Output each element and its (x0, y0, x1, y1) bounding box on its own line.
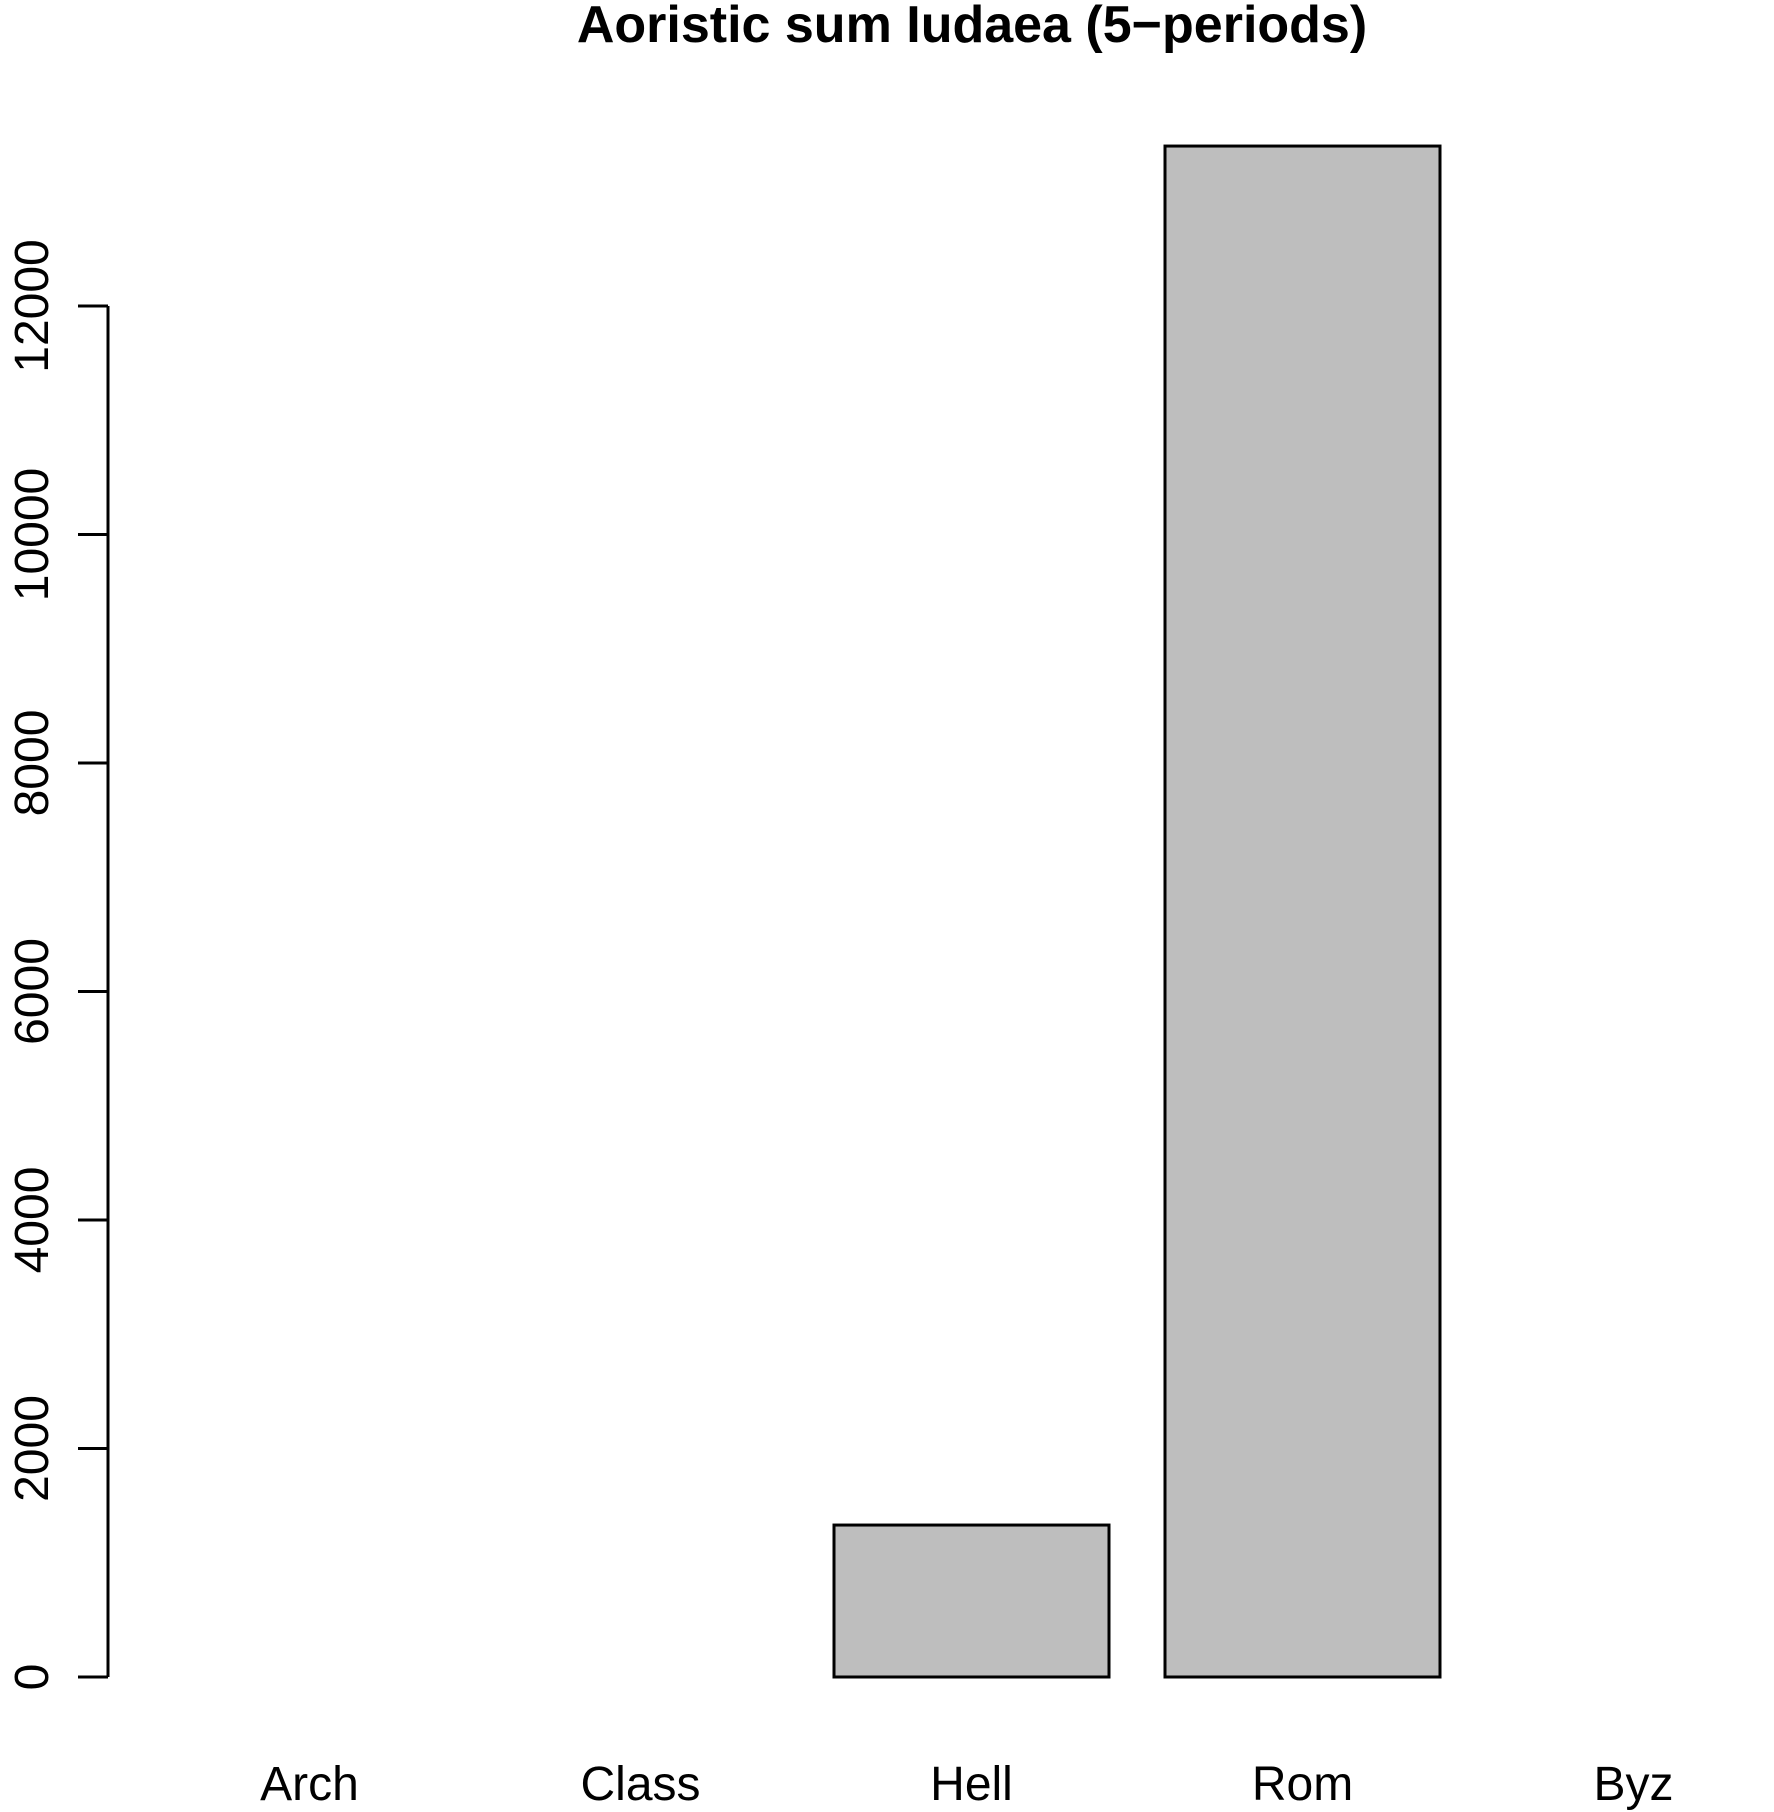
x-tick-label: Rom (1252, 1758, 1353, 1811)
y-tick-label: 2000 (6, 1395, 59, 1502)
y-tick-label: 4000 (6, 1167, 59, 1274)
bars (832, 144, 1442, 1679)
x-tick-label: Byz (1593, 1758, 1673, 1811)
y-tick-label: 6000 (6, 938, 59, 1045)
bar-hell (832, 1523, 1111, 1679)
y-tick-label: 0 (6, 1664, 59, 1691)
y-tick-label: 10000 (6, 468, 59, 601)
x-tick-label: Class (580, 1758, 700, 1811)
x-tick-label: Arch (260, 1758, 359, 1811)
y-tick-label: 8000 (6, 710, 59, 817)
y-axis: 0 2000 4000 6000 8000 10000 12000 (6, 239, 110, 1691)
x-tick-label: Hell (930, 1758, 1013, 1811)
bar-rom (1163, 144, 1442, 1679)
x-axis-labels: Arch Class Hell Rom Byz (260, 1758, 1673, 1811)
y-tick-label: 12000 (6, 239, 59, 372)
chart-title: Aoristic sum Iudaea (5−periods) (577, 0, 1367, 54)
